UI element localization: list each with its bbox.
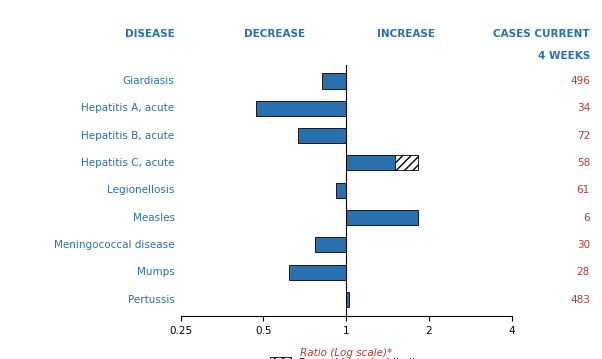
Bar <box>346 155 394 171</box>
Bar <box>315 237 346 252</box>
Text: 61: 61 <box>577 185 590 195</box>
Text: 58: 58 <box>577 158 590 168</box>
Text: Hepatitis B, acute: Hepatitis B, acute <box>81 131 175 141</box>
Bar <box>289 265 346 280</box>
Bar <box>394 155 418 171</box>
Text: DISEASE: DISEASE <box>125 29 175 39</box>
Bar <box>336 183 346 198</box>
Text: Pertussis: Pertussis <box>128 294 175 304</box>
Bar <box>346 210 418 225</box>
Text: Ratio (Log scale)*: Ratio (Log scale)* <box>300 348 393 358</box>
Legend: Beyond historical limits: Beyond historical limits <box>266 353 426 359</box>
Text: CASES CURRENT: CASES CURRENT <box>493 29 590 39</box>
Text: Giardiasis: Giardiasis <box>123 76 175 86</box>
Bar <box>299 128 346 143</box>
Text: Hepatitis A, acute: Hepatitis A, acute <box>81 103 175 113</box>
Text: DECREASE: DECREASE <box>244 29 305 39</box>
Text: INCREASE: INCREASE <box>377 29 435 39</box>
Text: Meningococcal disease: Meningococcal disease <box>54 240 175 250</box>
Text: 6: 6 <box>583 213 590 223</box>
Text: 4 WEEKS: 4 WEEKS <box>538 51 590 61</box>
Text: 30: 30 <box>577 240 590 250</box>
Text: 483: 483 <box>570 294 590 304</box>
Bar <box>256 101 346 116</box>
Text: Legionellosis: Legionellosis <box>107 185 175 195</box>
Text: Measles: Measles <box>132 213 175 223</box>
Text: 72: 72 <box>577 131 590 141</box>
Bar <box>323 74 346 89</box>
Text: 28: 28 <box>577 267 590 277</box>
Text: 496: 496 <box>570 76 590 86</box>
Text: 34: 34 <box>577 103 590 113</box>
Bar <box>346 292 349 307</box>
Text: Mumps: Mumps <box>137 267 175 277</box>
Text: Hepatitis C, acute: Hepatitis C, acute <box>81 158 175 168</box>
